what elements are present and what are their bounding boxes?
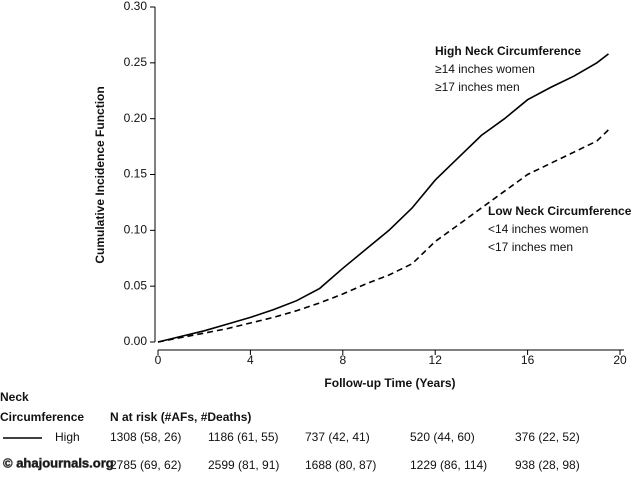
table-cell: 376 (22, 52) bbox=[515, 430, 580, 444]
series-line bbox=[157, 53, 609, 343]
annotation: ≥14 inches women bbox=[435, 62, 535, 76]
y-tick-label: 0.05 bbox=[124, 278, 148, 292]
annotation: <17 inches men bbox=[488, 240, 573, 254]
y-tick-label: 0.10 bbox=[124, 223, 148, 237]
y-tick-label: 0.25 bbox=[124, 55, 148, 69]
table-cell: 938 (28, 98) bbox=[515, 458, 580, 472]
x-tick-label: 12 bbox=[429, 353, 443, 367]
y-tick-label: 0.00 bbox=[124, 334, 148, 348]
table-cell: 1308 (58, 26) bbox=[110, 430, 181, 444]
table-cell: 737 (42, 41) bbox=[305, 430, 370, 444]
series-line bbox=[157, 129, 610, 343]
table-cell: 1186 (61, 55) bbox=[208, 430, 279, 444]
annotation: <14 inches women bbox=[488, 222, 588, 236]
y-tick-label: 0.15 bbox=[124, 167, 148, 181]
table-cell: 1229 (86, 114) bbox=[410, 458, 487, 472]
table-cell: 2785 (69, 62) bbox=[110, 458, 181, 472]
x-tick-label: 4 bbox=[247, 353, 254, 367]
annotation: High Neck Circumference bbox=[435, 44, 581, 58]
annotation: Low Neck Circumference bbox=[488, 204, 632, 218]
table-cell: 2599 (81, 91) bbox=[208, 458, 279, 472]
x-axis-label: Follow-up Time (Years) bbox=[324, 376, 455, 390]
x-tick-label: 8 bbox=[339, 353, 346, 367]
x-tick-label: 16 bbox=[521, 353, 535, 367]
table-cell: 520 (44, 60) bbox=[410, 430, 475, 444]
table-cell: 1688 (80, 87) bbox=[305, 458, 376, 472]
x-tick-label: 20 bbox=[613, 353, 627, 367]
x-tick-label: 0 bbox=[155, 353, 162, 367]
table-stub: Neck bbox=[0, 390, 29, 404]
annotation: ≥17 inches men bbox=[435, 80, 520, 94]
table-stub: Circumference bbox=[0, 410, 84, 424]
row-label: High bbox=[55, 430, 80, 444]
y-tick-label: 0.30 bbox=[124, 0, 148, 13]
table-title: N at risk (#AFs, #Deaths) bbox=[110, 410, 251, 424]
y-tick-label: 0.20 bbox=[124, 111, 148, 125]
y-axis-label: Cumulative Incidence Function bbox=[93, 86, 107, 263]
watermark: © ahajournals.org bbox=[3, 455, 114, 470]
